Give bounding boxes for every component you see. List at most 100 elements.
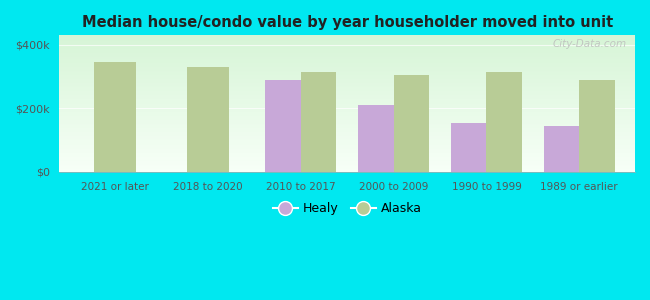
Bar <box>59 135 635 136</box>
Bar <box>59 147 635 148</box>
Bar <box>187 67 229 172</box>
Bar <box>59 65 635 67</box>
Bar <box>59 167 635 168</box>
Bar <box>59 63 635 64</box>
Bar <box>59 102 635 104</box>
Bar <box>59 64 635 65</box>
Bar <box>59 142 635 143</box>
Bar <box>59 97 635 98</box>
Bar <box>59 93 635 94</box>
Bar <box>59 145 635 146</box>
Bar <box>59 67 635 68</box>
Bar <box>59 138 635 139</box>
Bar <box>59 132 635 134</box>
Bar <box>59 136 635 138</box>
Bar <box>59 161 635 162</box>
Bar <box>59 46 635 48</box>
Bar <box>59 116 635 117</box>
Bar <box>59 140 635 142</box>
Bar <box>59 153 635 154</box>
Bar <box>59 117 635 119</box>
Bar <box>59 120 635 121</box>
Bar <box>59 101 635 102</box>
Bar <box>59 37 635 38</box>
Bar <box>59 118 635 120</box>
Bar <box>59 86 635 87</box>
Bar <box>94 62 136 172</box>
Bar <box>59 57 635 59</box>
Bar <box>59 160 635 161</box>
Bar <box>59 121 635 123</box>
Bar <box>59 158 635 160</box>
Bar <box>59 39 635 41</box>
Bar <box>59 165 635 166</box>
Bar <box>59 35 635 37</box>
Bar <box>59 90 635 91</box>
Bar <box>59 42 635 44</box>
Bar <box>59 82 635 83</box>
Text: City-Data.com: City-Data.com <box>552 39 627 50</box>
Bar <box>59 98 635 100</box>
Bar <box>394 75 429 172</box>
Bar <box>59 68 635 70</box>
Bar <box>59 94 635 95</box>
Bar <box>59 95 635 97</box>
Bar <box>59 123 635 124</box>
Bar <box>59 71 635 72</box>
Bar <box>59 45 635 46</box>
Bar <box>59 79 635 80</box>
Bar <box>59 91 635 93</box>
Bar <box>59 87 635 88</box>
Bar <box>59 128 635 130</box>
Bar <box>59 54 635 56</box>
Bar <box>59 134 635 135</box>
Bar <box>59 50 635 52</box>
Bar <box>265 80 301 172</box>
Bar <box>486 72 522 172</box>
Bar <box>59 168 635 169</box>
Bar <box>59 125 635 127</box>
Bar <box>59 124 635 125</box>
Bar <box>59 127 635 128</box>
Bar <box>59 143 635 145</box>
Bar <box>59 49 635 50</box>
Bar <box>59 76 635 78</box>
Bar <box>59 48 635 49</box>
Bar <box>59 108 635 109</box>
Bar <box>59 170 635 172</box>
Bar <box>59 109 635 110</box>
Bar <box>59 169 635 170</box>
Bar <box>59 131 635 132</box>
Bar <box>59 100 635 101</box>
Bar <box>544 126 579 172</box>
Bar <box>59 164 635 165</box>
Bar <box>59 52 635 53</box>
Bar <box>59 103 635 105</box>
Legend: Healy, Alaska: Healy, Alaska <box>268 197 427 220</box>
Bar <box>59 41 635 42</box>
Bar <box>59 154 635 155</box>
Bar <box>59 70 635 71</box>
Bar <box>59 105 635 106</box>
Bar <box>59 78 635 79</box>
Bar <box>59 72 635 74</box>
Bar <box>59 150 635 152</box>
Title: Median house/condo value by year householder moved into unit: Median house/condo value by year househo… <box>81 15 613 30</box>
Bar <box>301 72 336 172</box>
Bar <box>59 155 635 157</box>
Bar <box>59 60 635 61</box>
Bar <box>579 80 614 172</box>
Bar <box>59 157 635 158</box>
Bar <box>59 56 635 57</box>
Bar <box>358 105 394 172</box>
Bar <box>59 75 635 76</box>
Bar <box>59 148 635 150</box>
Bar <box>59 106 635 108</box>
Bar <box>59 83 635 85</box>
Bar <box>59 38 635 39</box>
Bar <box>59 80 635 82</box>
Bar <box>59 130 635 131</box>
Bar <box>59 112 635 113</box>
Bar <box>59 44 635 45</box>
Bar <box>59 58 635 60</box>
